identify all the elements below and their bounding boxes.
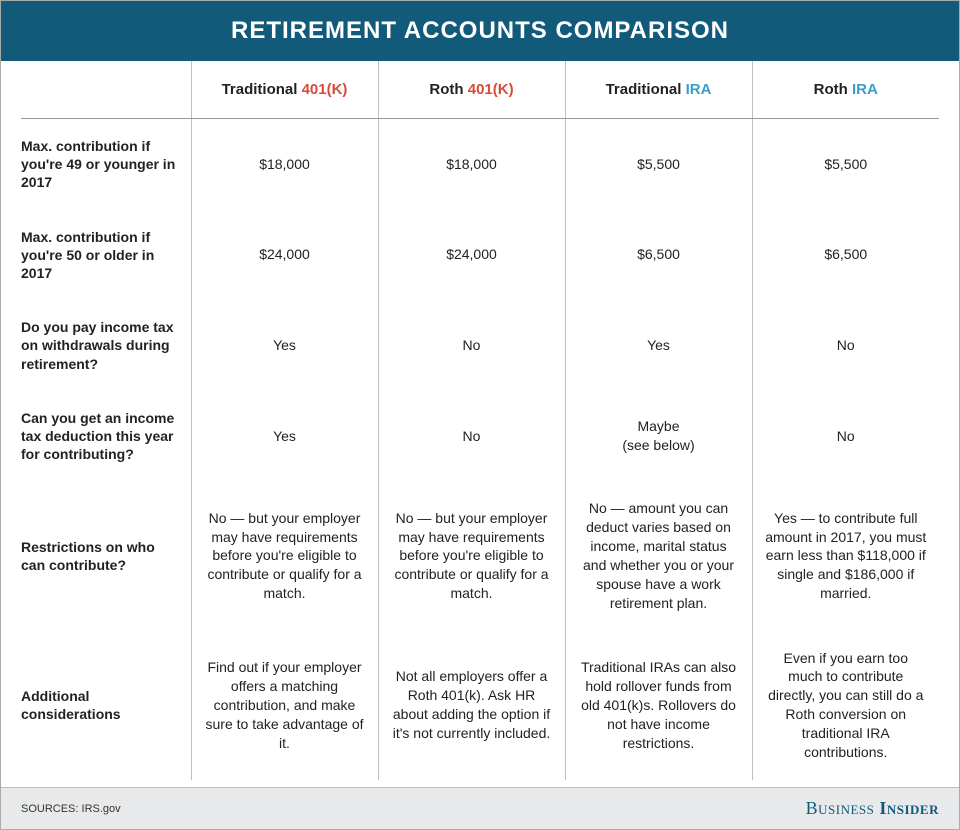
table-wrapper: Traditional 401(K) Roth 401(K) Tradition… — [1, 61, 959, 787]
cell: Traditional IRAs can also hold rollover … — [565, 631, 752, 780]
table-row: Do you pay income tax on withdrawals dur… — [21, 300, 939, 391]
cell: Maybe (see below) — [565, 391, 752, 482]
row-label: Can you get an income tax deduction this… — [21, 391, 191, 482]
cell: No — [378, 300, 565, 391]
cell: $5,500 — [752, 119, 939, 210]
cell: No — amount you can deduct varies based … — [565, 481, 752, 630]
table-row: Restrictions on who can contribute? No —… — [21, 481, 939, 630]
cell: No — [378, 391, 565, 482]
cell: $24,000 — [191, 210, 378, 301]
col-prefix: Roth — [814, 81, 852, 98]
brand-part2: Insider — [879, 798, 939, 818]
cell: No — [752, 300, 939, 391]
table-row: Additional considerations Find out if yo… — [21, 631, 939, 780]
cell: Even if you earn too much to contribute … — [752, 631, 939, 780]
cell: $18,000 — [378, 119, 565, 210]
table-row: Max. contribution if you're 50 or older … — [21, 210, 939, 301]
cell: Yes — [565, 300, 752, 391]
header-empty — [21, 61, 191, 119]
col-header-roth-401k: Roth 401(K) — [378, 61, 565, 119]
cell: $18,000 — [191, 119, 378, 210]
row-label: Additional considerations — [21, 631, 191, 780]
header-bar: RETIREMENT ACCOUNTS COMPARISON — [1, 1, 959, 61]
brand-logo: Business Insider — [806, 798, 939, 819]
row-label: Max. contribution if you're 49 or younge… — [21, 119, 191, 210]
col-suffix: 401(K) — [468, 81, 514, 98]
table-row: Can you get an income tax deduction this… — [21, 391, 939, 482]
infographic-container: RETIREMENT ACCOUNTS COMPARISON Tradition… — [0, 0, 960, 830]
cell: Find out if your employer offers a match… — [191, 631, 378, 780]
col-prefix: Roth — [429, 81, 467, 98]
cell: Yes — to contribute full amount in 2017,… — [752, 481, 939, 630]
comparison-table: Traditional 401(K) Roth 401(K) Tradition… — [21, 61, 939, 780]
table-body: Max. contribution if you're 49 or younge… — [21, 119, 939, 780]
cell: No — but your employer may have requirem… — [378, 481, 565, 630]
sources-value: IRS.gov — [82, 803, 121, 815]
table-row: Max. contribution if you're 49 or younge… — [21, 119, 939, 210]
row-label: Max. contribution if you're 50 or older … — [21, 210, 191, 301]
cell: Not all employers offer a Roth 401(k). A… — [378, 631, 565, 780]
row-label: Restrictions on who can contribute? — [21, 481, 191, 630]
row-label: Do you pay income tax on withdrawals dur… — [21, 300, 191, 391]
col-header-traditional-ira: Traditional IRA — [565, 61, 752, 119]
cell: $6,500 — [752, 210, 939, 301]
col-suffix: IRA — [686, 81, 712, 98]
sources-text: SOURCES: IRS.gov — [21, 803, 121, 815]
col-suffix: 401(K) — [302, 81, 348, 98]
cell: $6,500 — [565, 210, 752, 301]
col-prefix: Traditional — [606, 81, 686, 98]
col-prefix: Traditional — [222, 81, 302, 98]
brand-part1: Business — [806, 798, 875, 818]
col-suffix: IRA — [852, 81, 878, 98]
sources-label: SOURCES: — [21, 803, 78, 815]
cell: $24,000 — [378, 210, 565, 301]
col-header-roth-ira: Roth IRA — [752, 61, 939, 119]
col-header-traditional-401k: Traditional 401(K) — [191, 61, 378, 119]
cell: Yes — [191, 391, 378, 482]
cell: No — [752, 391, 939, 482]
cell: $5,500 — [565, 119, 752, 210]
cell: No — but your employer may have requirem… — [191, 481, 378, 630]
cell: Yes — [191, 300, 378, 391]
table-header-row: Traditional 401(K) Roth 401(K) Tradition… — [21, 61, 939, 119]
footer-bar: SOURCES: IRS.gov Business Insider — [1, 787, 959, 829]
page-title: RETIREMENT ACCOUNTS COMPARISON — [231, 17, 729, 44]
